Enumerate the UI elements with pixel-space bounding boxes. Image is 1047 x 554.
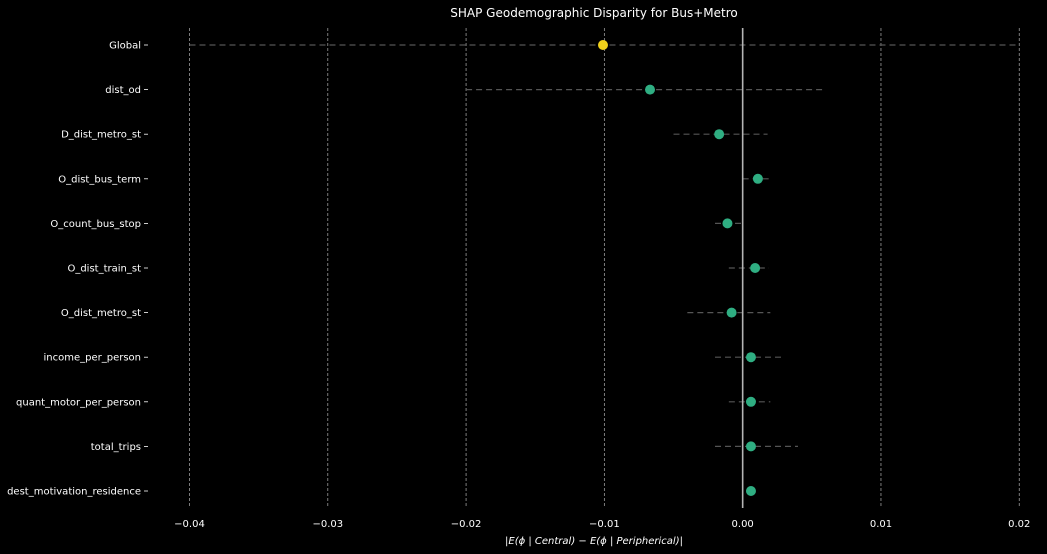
x-tick-label: −0.01	[589, 519, 620, 530]
y-tick-label: O_dist_bus_term	[58, 174, 141, 185]
y-tick-label: Global	[109, 41, 141, 52]
data-point	[726, 307, 737, 318]
data-point	[645, 84, 656, 95]
data-point	[722, 218, 733, 229]
data-point	[752, 173, 763, 184]
data-point	[745, 352, 756, 363]
y-tick-label: dist_od	[105, 85, 141, 96]
x-tick-labels: −0.04 −0.03 −0.02 −0.01 0.00 0.01 0.02	[174, 519, 1030, 530]
x-tick-label: 0.00	[732, 519, 754, 530]
y-tick-label: D_dist_metro_st	[61, 130, 141, 141]
y-tick-label: quant_motor_per_person	[16, 397, 141, 408]
data-point	[745, 396, 756, 407]
y-tick-label: dest_motivation_residence	[7, 487, 141, 498]
x-tick-label: −0.03	[312, 519, 343, 530]
data-point	[714, 129, 725, 140]
data-point	[745, 486, 756, 496]
x-tick-label: −0.02	[451, 519, 482, 530]
y-tick-labels: Global dist_od D_dist_metro_st O_dist_bus_t…	[7, 41, 148, 498]
y-tick-label: O_count_bus_stop	[50, 219, 141, 230]
chart-title: SHAP Geodemographic Disparity for Bus+Me…	[450, 6, 737, 20]
x-tick-label: −0.04	[174, 519, 205, 530]
y-tick-label: total_trips	[91, 442, 141, 453]
data-point	[745, 441, 756, 452]
data-point	[750, 263, 761, 273]
data-points	[597, 40, 763, 496]
x-axis-label: |E(ϕ | Central) − E(ϕ | Peripherical)|	[505, 536, 683, 547]
x-tick-label: 0.02	[1008, 519, 1030, 530]
y-tick-label: O_dist_train_st	[67, 264, 141, 275]
y-tick-label: O_dist_metro_st	[61, 308, 141, 319]
y-tick-label: income_per_person	[43, 353, 141, 364]
data-point	[597, 40, 608, 50]
x-tick-label: 0.01	[870, 519, 892, 530]
